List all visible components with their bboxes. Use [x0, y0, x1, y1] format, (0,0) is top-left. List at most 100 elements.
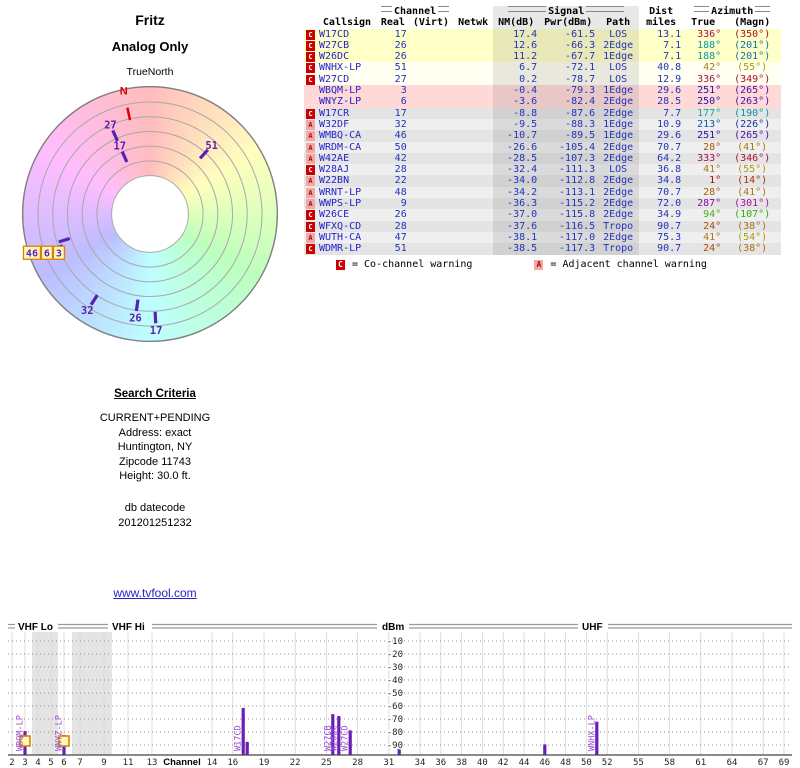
network: [453, 130, 493, 141]
callsign-cell: W27CD: [317, 74, 377, 85]
co-channel-warning-icon: C: [306, 108, 315, 119]
x-tick-label: 6: [61, 758, 66, 768]
co-channel-warning-icon: C: [306, 210, 315, 221]
azimuth-magnetic: (38°): [737, 220, 768, 232]
callsign-link[interactable]: W32DF: [319, 118, 350, 130]
signal-power: -115.8: [539, 209, 598, 221]
real-channel: 6: [400, 96, 407, 108]
virtual-channel: [409, 108, 453, 119]
table-row: C W17CD 17 17.4 -61.5 LOS 13.1 336° (350°): [304, 28, 782, 40]
search-zipcode: Zipcode 11743: [119, 455, 191, 468]
real-channel: 9: [400, 198, 407, 210]
noise-margin: -3.6: [493, 96, 540, 108]
header-rule: [755, 6, 771, 12]
table-row: A W22BN 22 -34.0 -112.8 2Edge 34.8 1° (14°): [304, 175, 782, 187]
station-channel-label: 6: [44, 248, 50, 259]
station-table: Channel Signal Dist Azimuth Callsign Real (Vir…: [304, 6, 782, 255]
distance-miles: 64.2: [657, 152, 682, 164]
callsign-link[interactable]: WBQM-LP: [319, 85, 362, 97]
network: [453, 62, 493, 73]
callsign-link[interactable]: W27CD: [319, 73, 350, 85]
callsign-link[interactable]: WNHX-LP: [319, 62, 362, 74]
azimuth-true: 42°: [703, 62, 722, 74]
search-criteria: Search Criteria CURRENT+PENDING Address:…: [10, 388, 300, 531]
signal-power: -116.5: [539, 220, 598, 232]
noise-margin: -34.2: [493, 186, 540, 199]
callsign-link[interactable]: WFXQ-CD: [319, 220, 362, 232]
radar-center: [111, 175, 189, 253]
noise-margin: -38.1: [493, 231, 540, 244]
callsign-link[interactable]: W17CR: [319, 107, 350, 119]
callsign-link[interactable]: W28AJ: [319, 164, 350, 176]
band-label-vhf-lo: VHF Lo: [18, 622, 53, 633]
warning-legend: C = Co-channel warning A = Adjacent chan…: [336, 259, 707, 270]
station-tick: [120, 150, 129, 163]
virtual-channel: [409, 198, 453, 209]
column-header: Netwk: [458, 17, 489, 29]
real-channel: 32: [394, 118, 407, 130]
distance-miles: 40.8: [657, 62, 682, 74]
azimuth-magnetic: (41°): [737, 141, 768, 153]
callsign-link[interactable]: WDMR-LP: [319, 243, 362, 255]
signal-path: Tropo: [597, 220, 640, 232]
header-rule: [694, 6, 710, 12]
signal-path: 2Edge: [597, 231, 640, 244]
report-title: Fritz: [135, 12, 165, 28]
signal-bar-label: W26DC: [329, 725, 339, 751]
table-row: C W28AJ 28 -32.4 -111.3 LOS 36.8 41° (55°): [304, 164, 782, 176]
callsign-cell: WUTH-CA: [317, 232, 377, 243]
signal-power: -107.3: [539, 152, 598, 165]
virtual-channel: [409, 74, 453, 85]
x-tick-label: 67: [758, 758, 769, 768]
callsign-link[interactable]: W42AE: [319, 152, 350, 164]
signal-bar-label: W27CD: [341, 725, 351, 751]
real-channel: 3: [400, 85, 407, 97]
table-row: A W32DF 32 -9.5 -88.3 1Edge 10.9 213° (226°): [304, 118, 782, 131]
table-row: C W27CD 27 0.2 -78.7 LOS 12.9 336° (349°): [304, 73, 782, 86]
table-row: A WRNT-LP 48 -34.2 -113.1 2Edge 70.7 28° (41°): [304, 186, 782, 199]
co-channel-warning-icon: C: [306, 74, 315, 85]
station-tick: [58, 236, 71, 244]
column-header: Real: [380, 17, 405, 29]
callsign-link[interactable]: WWPS-LP: [319, 198, 362, 210]
column-header: True: [691, 17, 716, 29]
y-tick-label: -50: [387, 689, 403, 699]
callsign-link[interactable]: W22BN: [319, 175, 350, 187]
callsign-cell: WNHX-LP: [317, 62, 377, 73]
warning-marker: A: [304, 142, 317, 153]
callsign-link[interactable]: W27CB: [319, 39, 350, 51]
y-tick-label: -30: [387, 663, 403, 673]
distance-miles: 13.1: [657, 28, 682, 40]
azimuth-magnetic: (190°): [734, 107, 771, 119]
network: [453, 221, 493, 232]
callsign-link[interactable]: WRNT-LP: [319, 186, 362, 198]
callsign-link[interactable]: WMBQ-CA: [319, 130, 362, 142]
y-tick-label: -10: [387, 637, 403, 647]
signal-bar-label: WNHX-LP: [587, 715, 597, 751]
radar-plot: 27 17 51 32 26 17 46 6 3 N: [22, 86, 278, 342]
network: [453, 119, 493, 130]
azimuth-magnetic: (265°): [734, 130, 771, 142]
callsign-link[interactable]: W26DC: [319, 51, 350, 63]
azimuth-magnetic: (350°): [734, 28, 771, 40]
distance-miles: 10.9: [657, 118, 682, 130]
adjacent-channel-warning-icon: A: [306, 187, 315, 198]
x-tick-label: 34: [415, 758, 426, 768]
callsign-cell: W17CR: [317, 108, 377, 119]
callsign-link[interactable]: W26CE: [319, 209, 350, 221]
x-tick-label: 4: [35, 758, 40, 768]
callsign-link[interactable]: W17CD: [319, 28, 350, 40]
real-channel: 28: [394, 220, 407, 232]
callsign-link[interactable]: WNYZ-LP: [319, 96, 362, 108]
network: [453, 153, 493, 164]
x-tick-label: 58: [664, 758, 675, 768]
callsign-cell: WFXQ-CD: [317, 221, 377, 232]
warning-marker: A: [304, 153, 317, 164]
callsign-link[interactable]: WUTH-CA: [319, 231, 362, 243]
real-channel: 27: [394, 73, 407, 85]
azimuth-true: 250°: [697, 96, 722, 108]
callsign-link[interactable]: WRDM-CA: [319, 141, 362, 153]
table-row: C W26DC 26 11.2 -67.7 1Edge 7.1 188° (201°): [304, 51, 782, 63]
tvfool-link[interactable]: www.tvfool.com: [113, 586, 197, 600]
